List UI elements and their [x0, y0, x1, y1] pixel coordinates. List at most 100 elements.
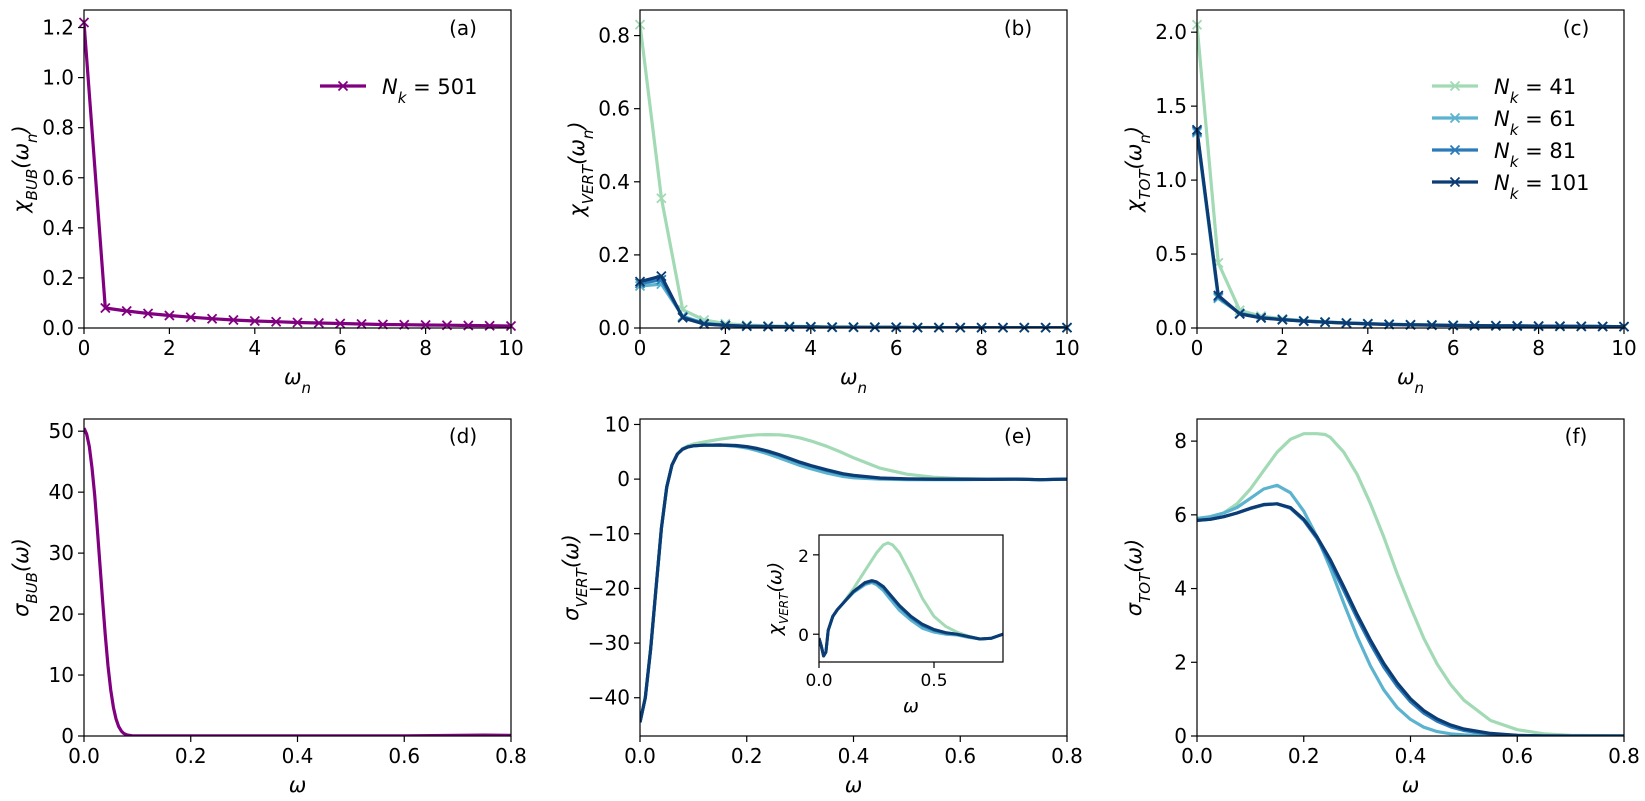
x-tick-label: 10 — [1611, 336, 1636, 360]
panel-f: 0.0 0.2 0.4 0.6 0.8 0 2 4 6 8 ω σTOT(ω) (f) — [1122, 418, 1640, 797]
data-point-marker — [698, 318, 710, 330]
data-point-marker — [142, 308, 154, 319]
y-tick-label: 50 — [49, 419, 74, 443]
y-tick-label: 1.2 — [42, 16, 74, 40]
y-tick-label: 2 — [1174, 650, 1187, 674]
y-tick-label: 1.0 — [42, 66, 74, 90]
legend-label: Nk = 101 — [1494, 171, 1589, 203]
x-tick-label: 0.2 — [731, 744, 763, 768]
series-line-0 — [1197, 432, 1624, 736]
data-point-marker — [1533, 320, 1544, 332]
y-axis-label: χVERT(ωn) — [565, 121, 597, 217]
y-axis-label: χBUB(ωn) — [9, 125, 41, 214]
y-tick-label: 0.8 — [598, 24, 630, 48]
x-tick-label: 10 — [498, 336, 523, 360]
x-tick-label: 8 — [975, 336, 988, 360]
data-point-marker — [762, 321, 774, 332]
legend-marker — [1449, 112, 1461, 124]
data-point-marker — [100, 302, 111, 314]
x-tick-label: 6 — [890, 336, 903, 360]
x-tick-label: 8 — [1532, 336, 1545, 360]
x-tick-label: 0.6 — [388, 744, 420, 768]
y-axis-label: σVERT(ω) — [559, 534, 591, 621]
y-tick-label: 40 — [49, 480, 74, 504]
series-line-0 — [84, 427, 511, 736]
y-tick-label: 0.8 — [42, 116, 74, 140]
x-tick-label: 4 — [1361, 336, 1374, 360]
data-point-marker — [656, 193, 667, 204]
x-tick-label: 0 — [1191, 336, 1204, 360]
x-tick-label: 8 — [419, 336, 432, 360]
y-tick-label: 0.4 — [42, 216, 74, 240]
x-tick-label: 2 — [719, 336, 732, 360]
x-tick-label: 0.4 — [1395, 744, 1427, 768]
data-point-marker — [164, 310, 175, 321]
x-tick-label: 2 — [1276, 336, 1289, 360]
data-point-marker — [1319, 317, 1331, 328]
y-tick-label: 0.0 — [1155, 316, 1187, 340]
y-tick-label: 6 — [1174, 503, 1187, 527]
y-tick-label: −30 — [588, 631, 630, 655]
data-point-marker — [249, 315, 260, 327]
x-tick-label: 0 — [78, 336, 91, 360]
data-point-marker — [206, 313, 218, 324]
y-tick-label: 4 — [1174, 577, 1187, 601]
y-tick-label: 0.0 — [598, 316, 630, 340]
x-tick-label: 0.0 — [624, 744, 656, 768]
panel-e-inset: 0.0 0.5 0 2 ω χVERT(ω) — [764, 534, 1004, 717]
data-point-marker — [1576, 321, 1587, 332]
panel-c: 0 2 4 6 8 10 0.0 0.5 1.0 1.5 2.0 ωn χTOT(ωn) (c) Nk = … — [1122, 9, 1637, 397]
x-tick-label: 6 — [334, 336, 347, 360]
y-tick-label: 0 — [617, 467, 630, 491]
series-line-0 — [84, 22, 511, 328]
x-tick-label: 0.6 — [944, 744, 976, 768]
x-tick-label: 6 — [1447, 336, 1460, 360]
data-point-marker — [1469, 320, 1480, 331]
y-axis-label: σBUB(ω) — [9, 538, 41, 617]
y-tick-label: 0.2 — [598, 243, 630, 267]
axes-frame — [639, 9, 1068, 329]
y-tick-label: 0 — [798, 626, 809, 646]
data-point-marker — [1341, 317, 1352, 329]
x-tick-label: 2 — [163, 336, 176, 360]
x-tick-label: 0.0 — [805, 671, 832, 691]
legend-marker — [1449, 176, 1461, 188]
data-point-marker — [741, 321, 752, 332]
y-tick-label: 0.5 — [1155, 242, 1187, 266]
data-point-marker — [1490, 320, 1502, 331]
x-axis-label: ωn — [840, 365, 867, 397]
x-axis-label: ωn — [284, 365, 311, 397]
data-point-marker — [891, 322, 902, 333]
y-tick-label: 10 — [605, 412, 630, 436]
legend-marker — [1449, 144, 1461, 156]
data-point-marker — [121, 305, 132, 317]
data-point-marker — [1362, 318, 1373, 329]
y-tick-label: 0.6 — [42, 166, 74, 190]
data-point-marker — [1213, 290, 1224, 301]
x-tick-label: 10 — [1054, 336, 1079, 360]
y-tick-label: 0.6 — [598, 97, 630, 121]
y-tick-label: 2 — [798, 547, 809, 567]
series-line-3 — [1197, 502, 1624, 736]
data-point-marker — [1255, 312, 1267, 324]
data-point-marker — [484, 320, 495, 331]
panel-e: 0.0 0.2 0.4 0.6 0.8 10 0 −10 −20 −30 −40 ω σVERT(ω) (… — [559, 412, 1083, 797]
x-tick-label: 4 — [804, 336, 817, 360]
axes-frame — [83, 418, 512, 737]
panel-label: (a) — [449, 16, 477, 40]
legend-label: Nk = 41 — [1494, 75, 1576, 107]
panel-label: (b) — [1004, 16, 1032, 40]
data-point-marker — [656, 270, 667, 282]
x-axis-label: ω — [845, 773, 863, 797]
panel-label: (c) — [1563, 16, 1590, 40]
series-line-0 — [640, 24, 1067, 328]
y-tick-label: 1.5 — [1155, 94, 1187, 118]
x-tick-label: 0.0 — [68, 744, 100, 768]
x-tick-label: 4 — [248, 336, 261, 360]
legend-marker — [337, 80, 349, 92]
panel-label: (d) — [449, 424, 477, 448]
y-tick-label: −10 — [588, 522, 630, 546]
data-point-marker — [805, 321, 816, 333]
y-tick-label: 0.2 — [42, 266, 74, 290]
